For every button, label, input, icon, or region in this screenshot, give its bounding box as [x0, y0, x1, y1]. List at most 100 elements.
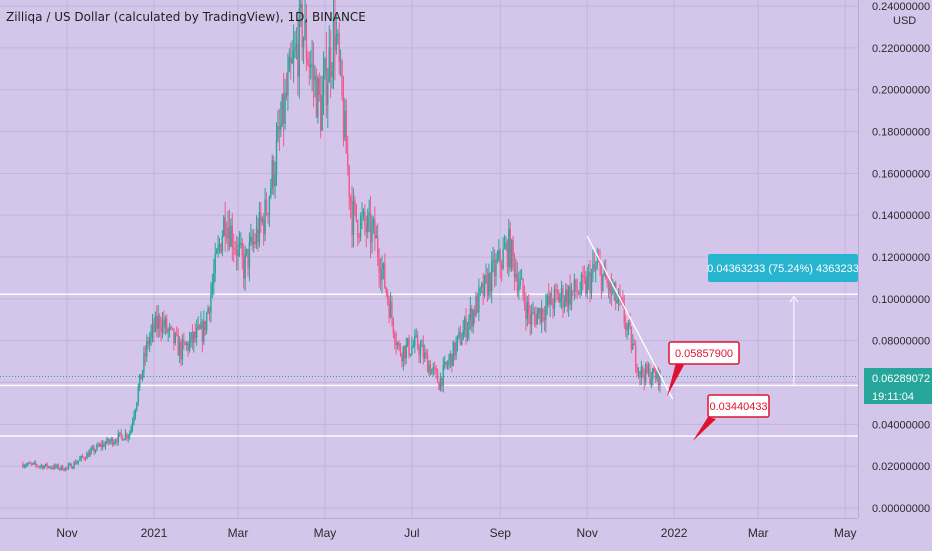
candle-body — [331, 70, 333, 77]
descending-trendline[interactable] — [586, 235, 674, 400]
candle-body — [71, 467, 74, 469]
candle-body — [121, 435, 124, 441]
candle-body — [274, 174, 276, 187]
candle-body — [636, 367, 638, 373]
candle-body — [563, 302, 566, 308]
candle-body — [271, 160, 273, 189]
annotations: 0.05857900 0.03440433 0.04363233 (75.24%) … — [667, 254, 859, 442]
candle-body — [325, 58, 328, 105]
candle-body — [372, 219, 375, 226]
candle-body — [508, 228, 510, 267]
candle-body — [321, 95, 323, 131]
callout-pointer — [667, 363, 684, 397]
candle-body — [218, 244, 221, 246]
candle-body — [595, 266, 597, 270]
candle-body — [171, 327, 174, 329]
candle-body — [502, 249, 504, 269]
price-axis-panel[interactable] — [858, 0, 932, 518]
candle-body — [506, 243, 509, 267]
candle-body — [607, 282, 610, 292]
horizontal-levels[interactable] — [0, 293, 858, 437]
x-tick-label: Sep — [490, 526, 512, 540]
candle-body — [87, 453, 90, 457]
candle-body — [552, 304, 554, 309]
candle-body — [399, 346, 402, 355]
candle-body — [606, 279, 608, 283]
candle-body — [439, 378, 442, 390]
time-axis[interactable]: Nov 2021 Mar May Jul Sep Nov 2022 Mar May — [56, 526, 856, 540]
candle-body — [445, 361, 447, 366]
candle-body — [317, 78, 319, 118]
candle-body — [653, 368, 655, 373]
candle-body — [623, 304, 625, 323]
candle-body — [610, 280, 613, 294]
candle-body — [394, 333, 396, 343]
candle-body — [523, 294, 526, 305]
candle-body — [208, 307, 211, 313]
candle-body — [411, 346, 413, 354]
y-tick-label: 0.04000000 — [872, 419, 930, 431]
candle-body — [161, 320, 164, 333]
candle-body — [436, 371, 439, 383]
candle-body — [188, 340, 191, 351]
candle-body — [327, 82, 329, 105]
callout-box[interactable] — [668, 341, 740, 365]
candle-body — [304, 21, 306, 38]
x-tick-label: Jul — [404, 526, 419, 540]
candle-body — [395, 342, 397, 346]
candle-body — [486, 275, 489, 296]
candle-body — [404, 346, 406, 359]
candle-body — [262, 219, 265, 235]
candle-body — [207, 307, 209, 314]
candle-body — [73, 461, 75, 468]
candle-body — [107, 438, 110, 443]
candle-body — [193, 332, 195, 343]
time-axis-panel[interactable] — [0, 518, 858, 551]
candle-body — [278, 125, 281, 131]
chart-title: Zilliqa / US Dollar (calculated by Tradi… — [6, 10, 366, 24]
trendline[interactable] — [586, 235, 674, 400]
candle-body — [233, 247, 235, 249]
candle-body — [616, 300, 618, 303]
y-tick-label: 0.20000000 — [872, 85, 930, 97]
candle-body — [449, 353, 452, 360]
x-tick-label: Mar — [748, 526, 769, 540]
candle-body — [285, 92, 288, 96]
candle-body — [532, 312, 534, 314]
candle-body — [626, 326, 628, 330]
y-tick-label: 0.02000000 — [872, 461, 930, 473]
candle-body — [67, 465, 70, 468]
candle-body — [503, 247, 506, 250]
candle-body — [140, 374, 142, 380]
candle-body — [164, 318, 167, 328]
candle-body — [183, 339, 185, 343]
price-axis[interactable]: 0.000000000.020000000.040000000.06000000… — [864, 1, 932, 515]
measure-box[interactable] — [708, 254, 858, 282]
candle-body — [627, 322, 630, 327]
candle-body — [173, 328, 175, 344]
candle-body — [178, 342, 181, 356]
candle-body — [368, 212, 370, 216]
callout-label: 0.03440433 — [709, 401, 767, 413]
candle-body — [409, 353, 412, 356]
candle-body — [566, 289, 568, 306]
candle-body — [197, 325, 199, 328]
candle-body — [401, 354, 403, 362]
callout-pointer — [692, 417, 716, 442]
candle-body — [526, 302, 529, 319]
candle-body — [138, 374, 141, 388]
candle-body — [134, 409, 137, 417]
candle-body — [240, 243, 242, 245]
candle-body — [214, 253, 216, 273]
candle-body — [374, 219, 376, 239]
candle-body — [468, 319, 470, 330]
candle-body — [198, 325, 201, 329]
candle-body — [414, 336, 416, 346]
candle-body — [557, 293, 560, 303]
candle-body — [419, 346, 422, 356]
candle-body — [442, 364, 444, 386]
candle-body — [615, 283, 617, 303]
candle-body — [543, 317, 546, 321]
callout-box[interactable] — [707, 394, 770, 418]
